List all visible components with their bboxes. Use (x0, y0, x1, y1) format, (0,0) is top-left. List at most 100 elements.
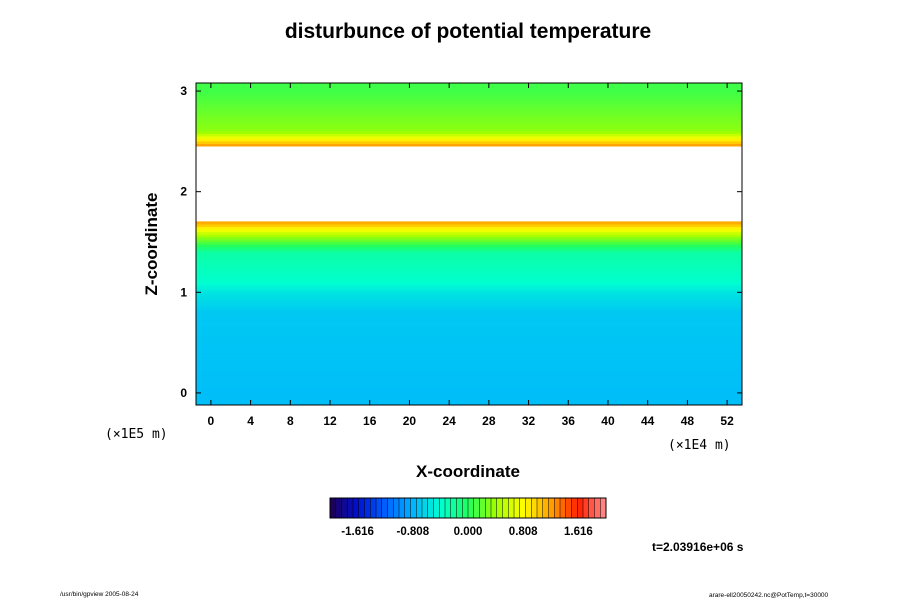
colorbar-cell (514, 498, 521, 518)
field-band (196, 387, 742, 391)
colorbar-cell (341, 498, 348, 518)
colorbar-cell (594, 498, 601, 518)
colorbar-cell (335, 498, 342, 518)
field-band (196, 374, 742, 378)
field-band (196, 344, 742, 348)
field-band (196, 256, 742, 260)
y-scale-label: (×1E5 m) (105, 427, 168, 442)
y-tick-label: 3 (180, 84, 187, 98)
colorbar-cell (370, 498, 377, 518)
colorbar-tick-label: -0.808 (396, 526, 429, 538)
colorbar-cell (330, 498, 337, 518)
field-band (196, 244, 742, 248)
colorbar-cell (353, 498, 360, 518)
field-band (196, 392, 742, 396)
colorbar-cell (376, 498, 383, 518)
field-band (196, 379, 742, 383)
field-band (196, 228, 742, 233)
colorbar-cell (519, 498, 526, 518)
x-tick-label: 36 (562, 414, 576, 428)
field-band (196, 399, 742, 404)
colorbar-tick-label: 0.000 (454, 526, 483, 538)
field-band (196, 332, 742, 336)
x-tick-label: 48 (681, 414, 695, 428)
colorbar-frame (329, 497, 607, 519)
colorbar-cell (525, 498, 532, 518)
colorbar-cell (393, 498, 400, 518)
field-band (196, 98, 742, 102)
field-band (196, 105, 742, 109)
colorbar-cell (358, 498, 365, 518)
colorbar-cell (404, 498, 411, 518)
field-band (196, 377, 742, 381)
field-band (196, 291, 742, 295)
x-tick-label: 8 (287, 414, 294, 428)
y-tick-label: 1 (180, 285, 187, 299)
footer-left: /usr/bin/gpview 2005-08-24 (60, 591, 139, 598)
field-band (196, 311, 742, 316)
field-band (196, 110, 742, 114)
colorbar-cell (416, 498, 423, 518)
field-band (196, 246, 742, 250)
field-band (196, 284, 742, 288)
field-band (196, 123, 742, 127)
field-band (196, 259, 742, 263)
colorbar-cell (427, 498, 434, 518)
field-band (196, 128, 742, 132)
colorbar-cell (445, 498, 452, 518)
colorbar-tick-label: 0.808 (509, 526, 538, 538)
field-band (196, 83, 742, 87)
field-band (196, 133, 742, 137)
field-band (196, 337, 742, 341)
field-band (196, 289, 742, 293)
field-band (196, 367, 742, 371)
colorbar-cell (600, 498, 607, 518)
x-tick-label: 28 (482, 414, 496, 428)
colorbar-cell (531, 498, 538, 518)
field-band (196, 223, 742, 227)
colorbar-cell (577, 498, 584, 518)
field-band (196, 233, 742, 238)
field-band (196, 254, 742, 258)
field-band (196, 90, 742, 94)
colorbar-cell (491, 498, 498, 518)
colorbar-cell (399, 498, 406, 518)
x-tick-label: 32 (522, 414, 536, 428)
field-band (196, 115, 742, 119)
y-tick-label: 2 (180, 185, 187, 199)
field-band (196, 130, 742, 134)
y-tick-label: 0 (180, 386, 187, 400)
field-band (196, 93, 742, 97)
field-band (196, 249, 742, 253)
field-band (196, 100, 742, 104)
field-band (196, 118, 742, 122)
field-band (196, 135, 742, 139)
field-band (196, 362, 742, 366)
field-band (196, 241, 742, 245)
colorbar-cell (485, 498, 492, 518)
field-band (196, 369, 742, 373)
field-band (196, 125, 742, 129)
colorbar-cell (565, 498, 572, 518)
field-band (196, 85, 742, 89)
field-band (196, 349, 742, 353)
colorbar-cell (548, 498, 555, 518)
field-band (196, 394, 742, 399)
field-band (196, 251, 742, 255)
colorbar-cell (479, 498, 486, 518)
field-band (196, 324, 742, 328)
colorbar-cell (456, 498, 463, 518)
x-scale-label: (×1E4 m) (668, 438, 731, 453)
field-band (196, 364, 742, 368)
field-band (196, 384, 742, 388)
x-axis-ticks: 0 4 8 12 16 20 24 28 32 36 40 44 48 52 (208, 83, 734, 428)
x-axis-label: X-coordinate (416, 462, 520, 481)
colorbar-cell (583, 498, 590, 518)
field-band (196, 221, 742, 225)
colorbar-cell (560, 498, 567, 518)
heatmap-field (196, 83, 742, 405)
colorbar-tick-label: 1.616 (564, 526, 593, 538)
colorbar-cell (381, 498, 388, 518)
colorbar-tick-label: -1.616 (341, 526, 374, 538)
field-band (196, 88, 742, 92)
